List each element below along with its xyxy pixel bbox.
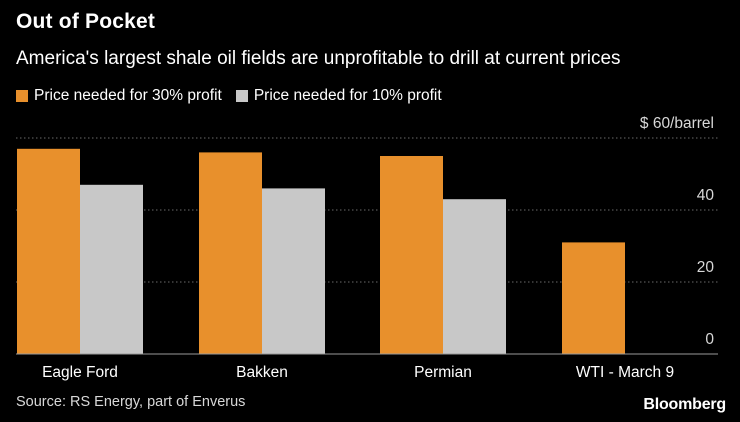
y-tick-label-20: 20 [697,259,715,276]
bar-eagle-ford-series-1 [17,148,80,354]
legend-swatch-grey [235,90,248,102]
x-tick-label-eagle-ford: Eagle Ford [42,364,118,381]
legend-item-30-percent: Price needed for 30% profit [16,87,222,105]
x-tick-label-wti-march-9: WTI - March 9 [576,364,674,381]
bar-bakken-series-1 [199,152,262,354]
legend: Price needed for 30% profit Price needed… [16,87,456,105]
bar-wti-march-9-series-1 [562,242,625,354]
bar-permian-series-1 [380,156,443,354]
x-tick-label-bakken: Bakken [236,364,288,381]
chart-title: Out of Pocket [16,10,156,33]
source-note: Source: RS Energy, part of Enverus [16,394,246,410]
bar-bakken-series-2 [262,188,325,354]
y-axis-ticks: 0 20 40 $ 60/barrel [640,115,714,348]
legend-label-10-percent: Price needed for 10% profit [253,87,442,104]
y-tick-label-60: $ 60/barrel [640,115,714,132]
y-tick-label-0: 0 [705,331,714,348]
legend-item-10-percent: Price needed for 10% profit [235,87,442,105]
bar-eagle-ford-series-2 [80,184,143,354]
bloomberg-logo: Bloomberg [643,396,726,413]
x-tick-label-permian: Permian [414,364,472,381]
x-axis-labels: Eagle Ford Bakken Permian WTI - March 9 [42,364,674,381]
legend-label-30-percent: Price needed for 30% profit [34,87,222,104]
bars [17,148,625,354]
legend-swatch-orange [16,90,28,102]
chart-subtitle: America's largest shale oil fields are u… [16,48,621,69]
bar-permian-series-2 [443,199,506,354]
y-tick-label-40: 40 [697,187,715,204]
